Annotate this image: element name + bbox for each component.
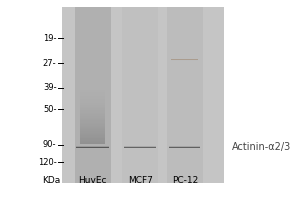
Bar [80, 113, 105, 114]
Text: HuvEc: HuvEc [79, 176, 107, 185]
Bar [80, 115, 105, 116]
Bar [80, 143, 105, 144]
Bar [80, 120, 105, 122]
Bar [80, 140, 105, 141]
Bar [80, 105, 105, 106]
Bar [80, 138, 105, 140]
Text: 39-: 39- [43, 83, 56, 92]
Bar [80, 119, 105, 120]
Bar [80, 134, 105, 135]
Bar [80, 88, 105, 89]
Bar [80, 137, 105, 138]
Bar [80, 125, 105, 126]
Bar [80, 97, 105, 98]
Bar [80, 131, 105, 132]
Bar [80, 111, 105, 113]
Bar [80, 94, 105, 95]
Bar [80, 96, 105, 97]
Bar [80, 95, 105, 96]
Bar [80, 129, 105, 131]
Text: 120-: 120- [38, 158, 56, 167]
Bar [80, 133, 105, 134]
Bar [80, 141, 105, 142]
Bar [80, 91, 105, 92]
Bar [62, 7, 224, 183]
Bar [80, 101, 105, 103]
Text: 90-: 90- [43, 140, 56, 149]
Text: Actinin-α2/3: Actinin-α2/3 [232, 142, 291, 152]
Bar [80, 126, 105, 127]
Text: 50-: 50- [43, 105, 56, 114]
Text: MCF7: MCF7 [128, 176, 153, 185]
Text: 27-: 27- [43, 59, 56, 68]
Bar [80, 92, 105, 94]
Bar [80, 110, 105, 111]
Bar [80, 132, 105, 133]
Bar [80, 90, 105, 91]
Bar [80, 116, 105, 117]
Bar [80, 89, 105, 90]
Bar [80, 118, 105, 119]
Text: PC-12: PC-12 [172, 176, 198, 185]
Bar [80, 109, 105, 110]
Bar [80, 136, 105, 137]
Bar [80, 99, 105, 100]
Bar [80, 123, 105, 124]
Text: KDa: KDa [42, 176, 60, 185]
Text: 19-: 19- [43, 34, 56, 43]
Bar [80, 128, 105, 129]
Bar [80, 124, 105, 125]
Bar [80, 122, 105, 123]
Bar [80, 108, 105, 109]
Bar [80, 135, 105, 136]
Bar [80, 127, 105, 128]
Bar [80, 100, 105, 101]
Bar [80, 104, 105, 105]
Bar [80, 142, 105, 143]
Bar [80, 106, 105, 107]
Bar [80, 98, 105, 99]
Bar [80, 114, 105, 115]
Bar [75, 7, 111, 183]
Bar [167, 7, 203, 183]
Bar [80, 117, 105, 118]
Bar [80, 107, 105, 108]
Bar [80, 103, 105, 104]
Bar [122, 7, 158, 183]
